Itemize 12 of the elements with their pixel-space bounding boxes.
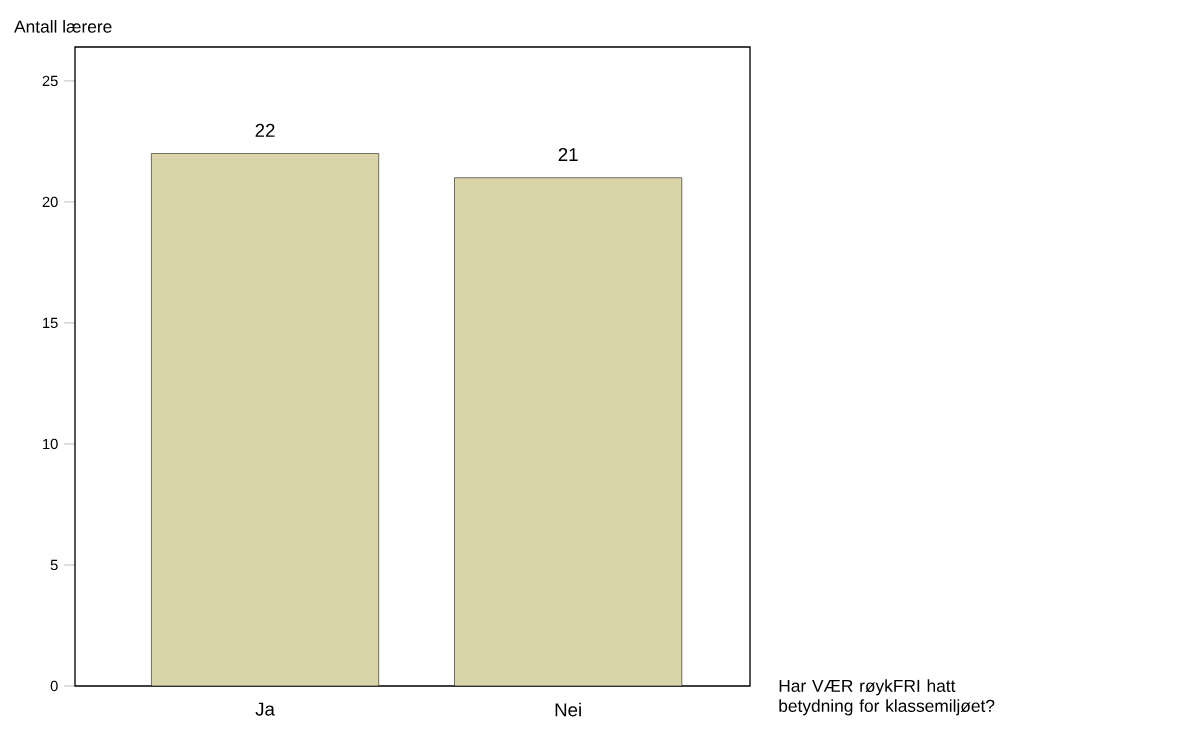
y-tick-label: 20 [42,196,58,208]
y-tick-label: 10 [43,438,58,450]
y-tick-label: 25 [42,75,58,87]
y-axis-title: Antall lærere [14,20,112,33]
x-tick-label: Nei [555,702,581,717]
data-label: 21 [558,147,578,161]
y-tick-label: 5 [50,559,58,571]
x-tick-label: Ja [255,702,275,716]
data-label: 22 [255,123,275,137]
y-tick-label: 0 [50,680,58,692]
y-tick-label: 15 [43,317,58,329]
x-axis-title: Har VÆR røykFRI hatt betydning for klassemiljøet? [779,679,995,716]
